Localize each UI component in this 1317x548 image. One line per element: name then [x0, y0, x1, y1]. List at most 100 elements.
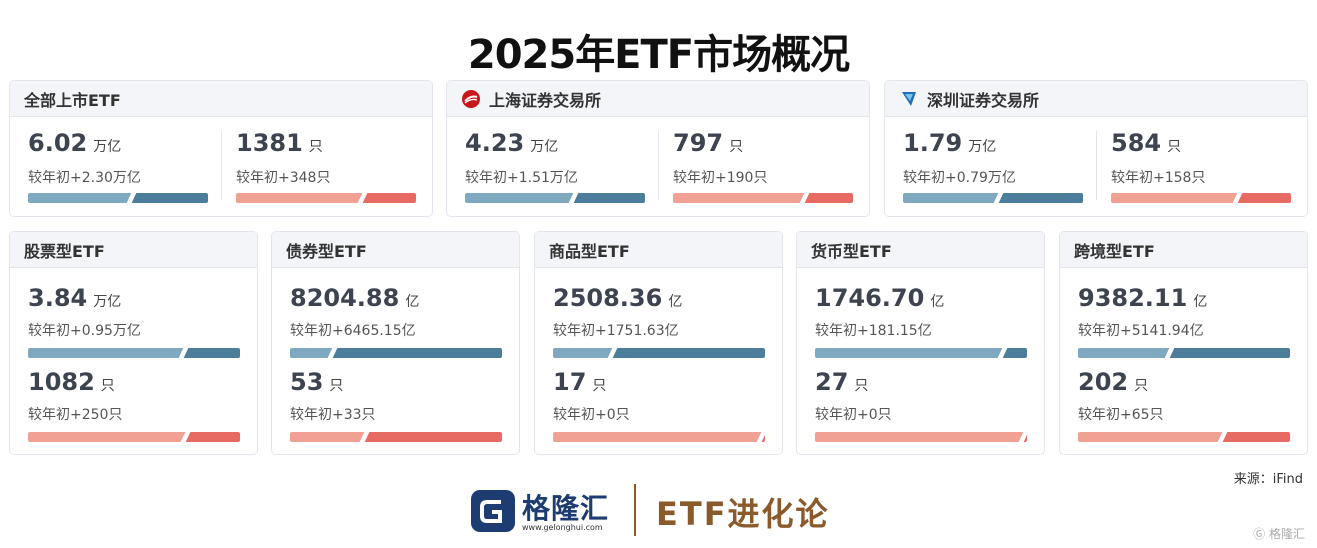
card-title: 深圳证券交易所 — [927, 90, 1040, 110]
bar-added-segment — [185, 432, 240, 442]
scale-value: 9382.11 — [1078, 284, 1188, 312]
bar-added-segment — [1002, 348, 1027, 358]
count-change: 较年初+0只 — [553, 407, 630, 423]
count-change: 较年初+158只 — [1111, 170, 1206, 186]
count-bar — [553, 432, 765, 442]
exchange-card-all: 全部上市ETF 6.02 万亿 较年初+2.30万亿 1381 只 较年初+348只 — [9, 80, 433, 217]
count-unit: 只 — [329, 378, 344, 394]
count-value: 53 — [290, 368, 324, 396]
count-value: 1082 — [28, 368, 95, 396]
bar-start-segment — [28, 348, 183, 358]
bar-start-segment — [1111, 193, 1237, 203]
count-unit: 只 — [100, 378, 115, 394]
bar-added-segment — [612, 348, 765, 358]
count-change: 较年初+65只 — [1078, 407, 1164, 423]
count-section: 584 只 较年初+158只 — [1097, 117, 1307, 216]
scale-bar — [815, 348, 1027, 358]
scale-section: 6.02 万亿 较年初+2.30万亿 — [10, 117, 220, 216]
scale-value: 2508.36 — [553, 284, 663, 312]
category-card-money: 货币型ETF 1746.70 亿 较年初+181.15亿 27 只 较年初+0只 — [796, 231, 1045, 455]
scale-unit: 亿 — [405, 294, 420, 310]
bar-added-segment — [804, 193, 853, 203]
watermark-text: 格隆汇 — [1268, 527, 1305, 541]
count-bar — [1111, 193, 1291, 203]
category-card-crossborder: 跨境型ETF 9382.11 亿 较年初+5141.94亿 202 只 较年初+65… — [1059, 231, 1308, 455]
bar-added-segment — [362, 193, 416, 203]
count-section: 797 只 较年初+190只 — [659, 117, 869, 216]
page-title: 2025年ETF市场概况 — [467, 32, 850, 78]
category-card-bond: 债券型ETF 8204.88 亿 较年初+6465.15亿 53 只 较年初+33只 — [271, 231, 520, 455]
scale-unit: 万亿 — [93, 139, 122, 155]
scale-change: 较年初+0.79万亿 — [903, 170, 1016, 186]
count-change: 较年初+0只 — [815, 407, 892, 423]
count-value: 797 — [673, 129, 724, 157]
bar-start-segment — [28, 432, 185, 442]
exchange-card-szse: 深圳证券交易所 1.79 万亿 较年初+0.79万亿 584 只 较年初+158只 — [884, 80, 1308, 217]
scale-bar — [1078, 348, 1290, 358]
scale-change: 较年初+5141.94亿 — [1078, 323, 1204, 339]
count-value: 27 — [815, 368, 849, 396]
bar-added-segment — [1222, 432, 1290, 442]
scale-change: 较年初+1.51万亿 — [465, 170, 578, 186]
scale-change: 较年初+0.95万亿 — [28, 323, 141, 339]
count-bar — [290, 432, 502, 442]
bar-added-segment — [1169, 348, 1290, 358]
card-title: 商品型ETF — [549, 241, 630, 261]
column-name: ETF进化论 — [656, 495, 830, 533]
bar-start-segment — [465, 193, 573, 203]
category-card-stock: 股票型ETF 3.84 万亿 较年初+0.95万亿 1082 只 较年初+250只 — [9, 231, 258, 455]
scale-bar — [28, 193, 208, 203]
scale-change: 较年初+6465.15亿 — [290, 323, 416, 339]
scale-unit: 万亿 — [968, 139, 997, 155]
count-bar — [673, 193, 853, 203]
scale-section: 1.79 万亿 较年初+0.79万亿 — [885, 117, 1095, 216]
gelonghui-logo-icon — [470, 489, 516, 537]
scale-bar — [553, 348, 765, 358]
count-unit: 只 — [592, 378, 607, 394]
count-change: 较年初+190只 — [673, 170, 768, 186]
bar-start-segment — [1078, 432, 1222, 442]
card-title: 货币型ETF — [811, 241, 892, 261]
brand-url: www.gelonghui.com — [522, 523, 603, 532]
bar-start-segment — [1078, 348, 1169, 358]
bar-start-segment — [28, 193, 131, 203]
scale-change: 较年初+1751.63亿 — [553, 323, 679, 339]
bar-added-segment — [131, 193, 208, 203]
bar-start-segment — [673, 193, 804, 203]
count-unit: 只 — [1134, 378, 1149, 394]
source-note: 来源：iFind — [1233, 472, 1303, 487]
count-bar — [28, 432, 240, 442]
bar-start-segment — [553, 348, 612, 358]
count-value: 202 — [1078, 368, 1129, 396]
scale-value: 1.79 — [903, 129, 963, 157]
bar-added-segment — [332, 348, 502, 358]
bar-start-segment — [553, 432, 761, 442]
exchange-card-sse: 上海证券交易所 4.23 万亿 较年初+1.51万亿 797 只 较年初+190只 — [446, 80, 870, 217]
count-change: 较年初+33只 — [290, 407, 376, 423]
scale-bar — [465, 193, 645, 203]
scale-unit: 万亿 — [93, 294, 122, 310]
scale-bar — [28, 348, 240, 358]
watermark: Ⓖ 格隆汇 — [1253, 525, 1305, 542]
card-title: 债券型ETF — [286, 241, 367, 261]
count-value: 17 — [553, 368, 587, 396]
count-bar — [815, 432, 1027, 442]
count-value: 584 — [1111, 129, 1162, 157]
count-section: 1381 只 较年初+348只 — [222, 117, 432, 216]
scale-unit: 万亿 — [530, 139, 559, 155]
bar-start-segment — [290, 432, 364, 442]
bar-added-segment — [998, 193, 1083, 203]
count-unit: 只 — [1167, 139, 1182, 155]
count-bar — [1078, 432, 1290, 442]
scale-unit: 亿 — [930, 294, 945, 310]
card-title: 跨境型ETF — [1074, 241, 1155, 261]
scale-value: 3.84 — [28, 284, 88, 312]
bar-start-segment — [290, 348, 332, 358]
category-card-commodity: 商品型ETF 2508.36 亿 较年初+1751.63亿 17 只 较年初+0只 — [534, 231, 783, 455]
count-unit: 只 — [854, 378, 869, 394]
brand-name: 格隆汇 — [522, 492, 610, 525]
card-title: 上海证券交易所 — [489, 90, 602, 110]
bar-added-segment — [364, 432, 502, 442]
scale-unit: 亿 — [1193, 294, 1208, 310]
scale-value: 1746.70 — [815, 284, 925, 312]
